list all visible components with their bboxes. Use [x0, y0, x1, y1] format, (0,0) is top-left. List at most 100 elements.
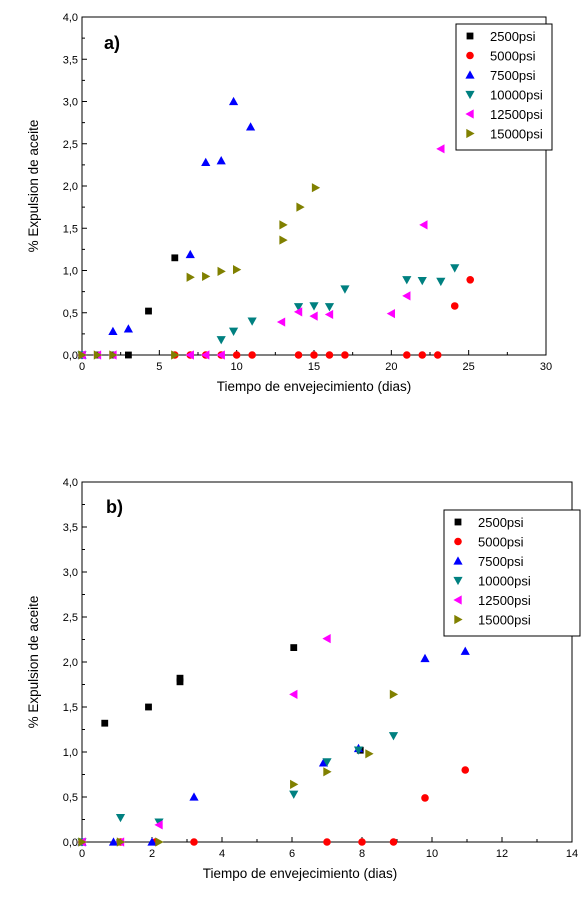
legend-marker: [465, 70, 475, 79]
data-point: [323, 767, 332, 777]
data-point: [201, 157, 211, 167]
data-point: [340, 285, 350, 294]
y-tick-label: 0,0: [63, 837, 78, 849]
data-point: [190, 838, 198, 846]
data-point: [125, 351, 132, 359]
x-tick-label: 8: [359, 848, 365, 860]
y-axis-label: % Expulsion de aceite: [26, 120, 41, 253]
y-tick-label: 3,0: [63, 97, 78, 109]
x-axis-label: Tiempo de envejecimiento (dias): [217, 379, 412, 394]
series-5000psi: [78, 766, 470, 846]
legend-label: 5000psi: [490, 49, 536, 64]
data-point: [217, 266, 226, 276]
data-point: [293, 303, 304, 312]
data-point: [324, 309, 334, 320]
x-tick-label: 20: [385, 361, 397, 373]
data-point: [402, 276, 412, 285]
legend-box: [455, 23, 553, 151]
data-point: [296, 202, 305, 212]
data-point: [325, 351, 334, 359]
data-point: [228, 96, 239, 106]
data-point: [419, 220, 428, 230]
data-point: [216, 336, 226, 345]
legend-label: 12500psi: [490, 107, 543, 122]
y-tick-label: 0,5: [63, 308, 78, 320]
data-point: [116, 837, 126, 847]
data-point: [403, 351, 411, 359]
data-point: [115, 814, 126, 823]
x-tick-label: 6: [289, 848, 295, 860]
chart-panel-1: 0,0 0,5 1,0 1,5 2,0 2,5 3,0 3,5 4,0 0 5 10 15 20 25 30 T…: [26, 12, 553, 394]
data-point: [93, 350, 103, 360]
data-point: [216, 156, 226, 165]
x-tick-label: 4: [219, 848, 225, 860]
data-point: [420, 653, 430, 663]
y-tick-label: 0,0: [63, 350, 78, 362]
data-point: [279, 235, 288, 245]
y-tick-label: 4,0: [63, 477, 78, 489]
series-10000psi: [77, 732, 399, 847]
data-point: [109, 350, 118, 360]
legend-marker: [465, 109, 474, 119]
legend-label: 15000psi: [490, 127, 543, 142]
y-tick-label: 2,5: [63, 612, 78, 624]
x-tick-label: 2: [149, 848, 155, 860]
data-point: [309, 311, 318, 321]
y-axis-label: % Expulsion de aceite: [26, 596, 41, 729]
legend-box: [443, 509, 581, 637]
y-tick-label: 0,5: [63, 792, 78, 804]
data-point: [402, 291, 411, 301]
data-point: [353, 746, 364, 755]
data-point: [108, 837, 119, 846]
data-point: [418, 351, 427, 359]
data-point: [202, 271, 211, 282]
series-12500psi: [77, 144, 445, 360]
y-tick-label: 3,0: [63, 567, 78, 579]
legend-marker: [454, 537, 462, 546]
series-10000psi: [77, 264, 460, 360]
data-point: [386, 308, 396, 319]
data-point: [433, 351, 442, 359]
y-tick-label: 1,0: [63, 266, 78, 278]
data-point: [78, 350, 87, 360]
panel-label: b): [106, 497, 123, 517]
legend-label: 10000psi: [490, 88, 543, 103]
legend-marker: [465, 90, 475, 100]
panel-label: a): [104, 33, 120, 53]
data-point: [201, 350, 210, 360]
data-point: [216, 350, 225, 360]
data-point: [417, 276, 427, 286]
data-point: [358, 838, 366, 846]
data-point: [450, 302, 459, 310]
legend-marker: [453, 595, 462, 605]
data-point: [155, 837, 164, 847]
legend-marker: [453, 556, 463, 565]
data-point: [145, 307, 152, 315]
data-point: [322, 634, 331, 644]
data-point: [176, 678, 184, 686]
data-point: [176, 674, 184, 682]
x-tick-label: 10: [426, 848, 438, 860]
legend-marker: [466, 51, 474, 60]
data-point: [247, 317, 257, 326]
series-15000psi: [78, 689, 399, 847]
data-point: [248, 351, 256, 359]
legend-marker: [454, 614, 463, 625]
legend-marker: [453, 576, 463, 586]
legend-label: 12500psi: [478, 593, 531, 608]
y-tick-label: 4,0: [63, 12, 78, 24]
x-axis-label: Tiempo de envejecimiento (dias): [203, 866, 398, 881]
legend-marker: [466, 128, 475, 139]
data-point: [101, 719, 109, 727]
legend-label: 15000psi: [478, 613, 531, 628]
data-point: [185, 249, 195, 259]
series-2500psi: [78, 254, 179, 359]
data-point: [290, 779, 299, 789]
data-point: [365, 749, 374, 759]
series-7500psi: [77, 646, 470, 846]
y-tick-label: 2,5: [63, 139, 78, 151]
data-point: [309, 302, 319, 311]
y-tick-label: 2,0: [63, 657, 78, 669]
